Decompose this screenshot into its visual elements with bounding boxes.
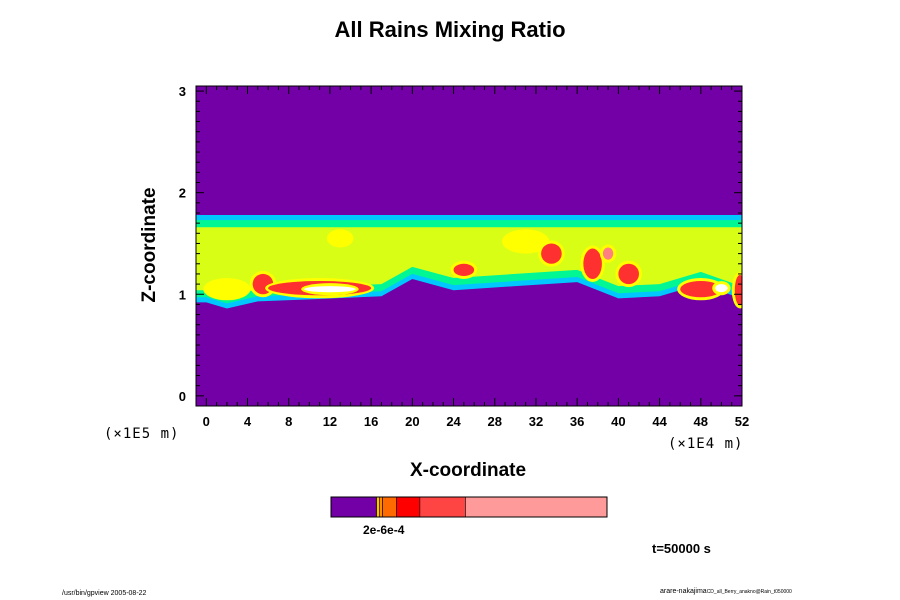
cell-4	[329, 232, 351, 245]
cell-9	[602, 247, 614, 260]
colorbar-segment-5	[419, 496, 466, 518]
cell-11	[680, 281, 722, 298]
x-tick-label-7: 28	[488, 414, 502, 429]
colorbar-segment-1	[376, 496, 380, 518]
colorbar-segment-4	[396, 496, 421, 518]
colorbar-frame	[330, 496, 608, 518]
cell-8	[583, 248, 602, 280]
time-annotation: t=50000 s	[652, 541, 711, 556]
cell-10	[618, 263, 639, 285]
colorbar-labels: 2e-6e-4	[363, 523, 405, 537]
footer-author: arare-nakajima	[660, 588, 707, 595]
cell-5	[453, 263, 475, 276]
x-tick-label-10: 40	[611, 414, 625, 429]
x-tick-label-9: 36	[570, 414, 584, 429]
x-tick-label-13: 52	[735, 414, 749, 429]
y-tick-label-3: 3	[179, 84, 186, 99]
x-axis-unit: (×1E4 m)	[668, 436, 744, 452]
colorbar-segment-0	[330, 496, 377, 518]
plot-frame	[195, 85, 743, 407]
y-tick-label-1: 1	[179, 287, 186, 302]
colorbar-segment-2	[378, 496, 383, 518]
colorbar-segment-6	[465, 496, 608, 518]
x-tick-label-2: 8	[285, 414, 292, 429]
cell-3	[304, 286, 356, 293]
cell-0	[206, 281, 248, 298]
x-axis-label: X-coordinate	[409, 460, 527, 481]
x-tick-label-4: 16	[364, 414, 378, 429]
footer-file: CD_all_Berry_anakno@Rain_t050000	[706, 589, 792, 595]
x-tick-label-12: 48	[694, 414, 708, 429]
x-tick-label-5: 20	[405, 414, 419, 429]
x-tick-label-1: 4	[244, 414, 252, 429]
chart-title: All Rains Mixing Ratio	[334, 17, 566, 42]
y-axis-unit: (×1E5 m)	[104, 426, 180, 442]
cell-12	[715, 284, 728, 293]
cell-6	[505, 232, 547, 251]
x-tick-label-0: 0	[203, 414, 210, 429]
y-tick-label-2: 2	[179, 186, 186, 201]
cell-7	[541, 243, 562, 264]
cell-13	[734, 274, 742, 306]
footer-left: /usr/bin/gpview 2005-08-22	[62, 590, 147, 597]
y-axis-label: Z-coordinate	[139, 187, 160, 303]
x-tick-label-3: 12	[323, 414, 337, 429]
y-tick-label-0: 0	[179, 389, 186, 404]
x-tick-label-6: 24	[446, 414, 461, 429]
x-tick-label-11: 44	[652, 414, 667, 429]
x-tick-label-8: 32	[529, 414, 543, 429]
footer-right: arare-nakajimaCD_all_Berry_anakno@Rain_t…	[660, 588, 792, 595]
colorbar-segment-3	[382, 496, 397, 518]
